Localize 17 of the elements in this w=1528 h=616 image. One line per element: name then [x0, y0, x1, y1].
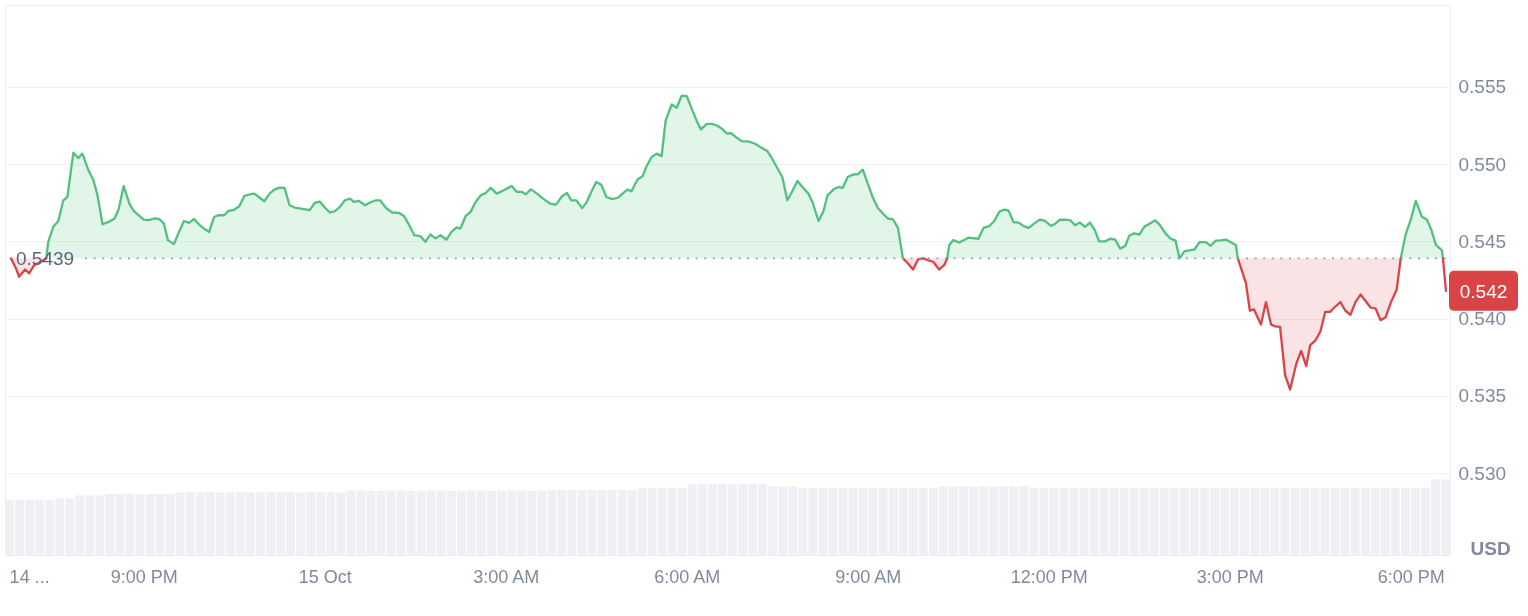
x-tick-label: 14 ...: [9, 566, 50, 587]
x-tick-label: 12:00 PM: [1010, 566, 1088, 587]
y-tick-label: 0.535: [1458, 385, 1507, 407]
y-axis-title: USD: [1470, 537, 1511, 559]
x-tick-label: 3:00 PM: [1196, 566, 1264, 587]
x-tick-label: 6:00 AM: [654, 566, 721, 587]
text: 0.542: [1459, 280, 1508, 302]
y-tick-label: 0.555: [1458, 76, 1507, 98]
y-tick-label: 0.550: [1458, 153, 1507, 175]
x-tick-label: 9:00 PM: [110, 566, 178, 587]
x-tick-label: 9:00 AM: [835, 566, 902, 587]
x-tick-label: 15 Oct: [298, 566, 352, 587]
y-tick-label: 0.530: [1458, 462, 1507, 484]
x-tick-label: 6:00 PM: [1377, 566, 1445, 587]
y-tick-label: 0.540: [1458, 308, 1507, 330]
x-tick-label: 3:00 AM: [473, 566, 540, 587]
y-tick-label: 0.545: [1458, 230, 1507, 252]
